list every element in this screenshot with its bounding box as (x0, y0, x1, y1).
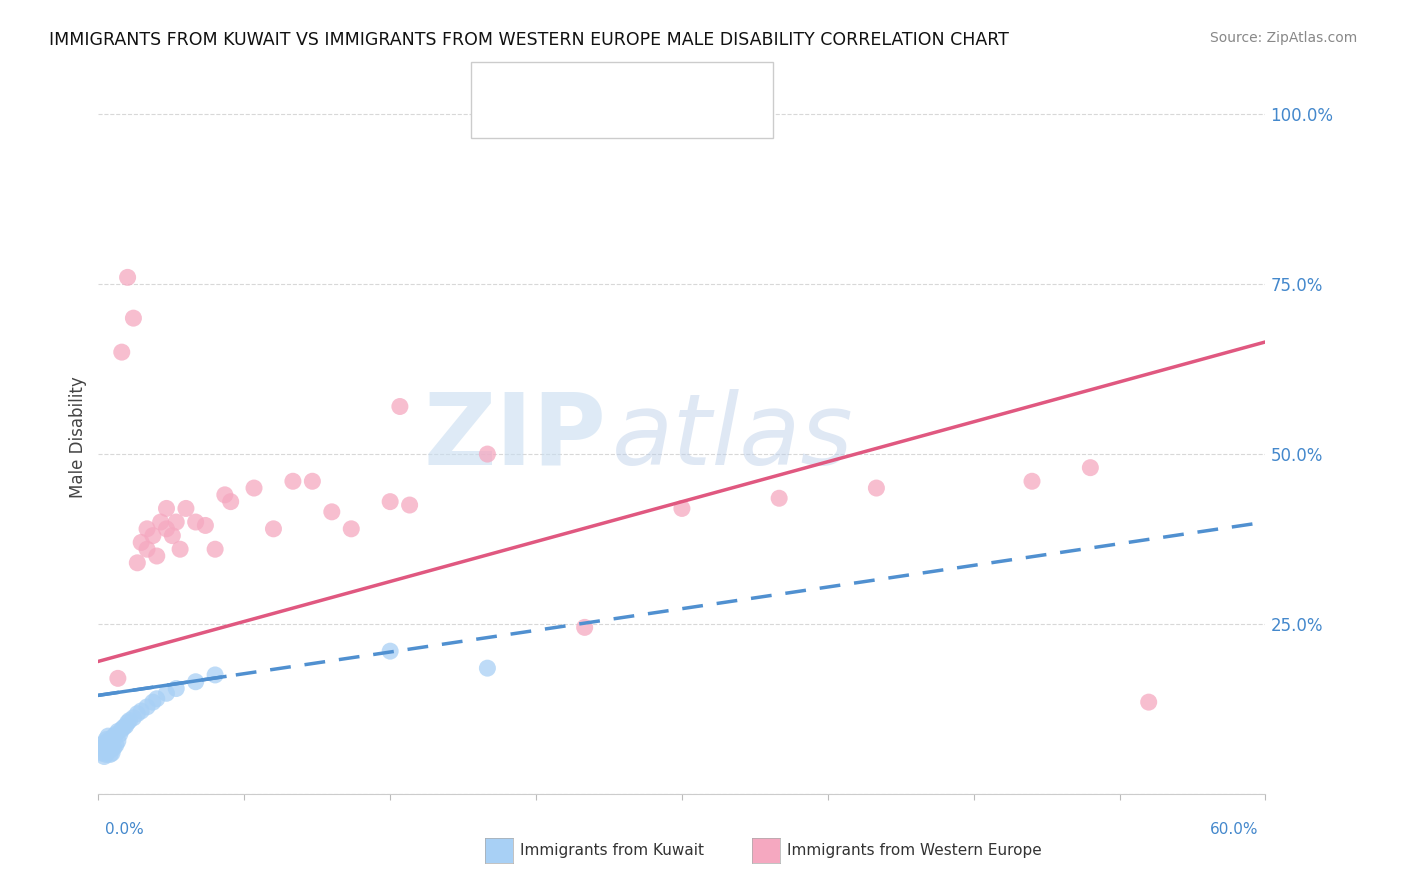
Point (101, 731, 124, 746)
Point (107, 671, 129, 685)
Point (98, 747, 121, 762)
Point (165, 515, 187, 529)
Point (149, 515, 172, 529)
Point (129, 535, 152, 549)
Point (340, 522, 363, 536)
Point (204, 668, 226, 682)
Point (155, 686, 177, 700)
Point (97, 729, 120, 743)
Point (136, 542, 159, 557)
Text: Source: ZipAtlas.com: Source: ZipAtlas.com (1209, 31, 1357, 45)
Point (146, 549, 169, 563)
Point (118, 714, 141, 728)
Point (1137, 695, 1160, 709)
Point (97, 738, 120, 752)
Text: R = 0.475   N = 39: R = 0.475 N = 39 (520, 107, 678, 125)
Point (111, 723, 134, 737)
Text: ZIP: ZIP (423, 389, 606, 485)
Point (165, 681, 187, 696)
Point (127, 556, 149, 570)
Point (262, 522, 284, 536)
Point (93, 749, 115, 764)
Point (122, 311, 145, 326)
Point (388, 400, 411, 414)
Point (477, 661, 499, 675)
Point (93, 736, 115, 750)
Point (96, 732, 118, 747)
Point (107, 734, 129, 748)
Text: R = 0.292   N = 42: R = 0.292 N = 42 (520, 73, 678, 91)
Point (91, 746, 114, 760)
Point (155, 501, 177, 516)
Point (146, 691, 169, 706)
Point (162, 528, 184, 542)
Point (129, 704, 152, 718)
Y-axis label: Male Disability: Male Disability (69, 376, 87, 498)
Point (671, 501, 693, 516)
Point (103, 740, 125, 755)
Point (91, 740, 114, 755)
Point (768, 491, 790, 506)
Point (184, 674, 207, 689)
Point (136, 522, 159, 536)
Point (142, 528, 165, 542)
Point (142, 695, 165, 709)
Text: atlas: atlas (612, 389, 853, 485)
Text: IMMIGRANTS FROM KUWAIT VS IMMIGRANTS FROM WESTERN EUROPE MALE DISABILITY CORRELA: IMMIGRANTS FROM KUWAIT VS IMMIGRANTS FRO… (49, 31, 1010, 49)
Point (96, 747, 118, 762)
Point (97, 734, 120, 748)
Text: 0.0%: 0.0% (105, 822, 145, 837)
Point (98, 736, 121, 750)
Point (321, 505, 343, 519)
Point (103, 729, 125, 743)
Point (204, 542, 226, 557)
Point (117, 270, 139, 285)
Point (281, 475, 304, 489)
Point (114, 719, 136, 733)
Point (477, 447, 499, 461)
Point (301, 475, 323, 489)
Point (865, 481, 887, 495)
Point (127, 706, 149, 721)
Point (380, 494, 402, 508)
Point (574, 620, 596, 634)
Point (174, 501, 197, 516)
Point (96, 742, 118, 756)
Point (111, 345, 134, 359)
Point (104, 738, 127, 752)
Point (122, 711, 145, 725)
Point (98, 742, 121, 756)
Text: Immigrants from Kuwait: Immigrants from Kuwait (520, 843, 704, 857)
Point (104, 727, 127, 741)
Point (117, 715, 139, 730)
Point (194, 518, 217, 533)
Point (169, 542, 191, 557)
Text: Immigrants from Western Europe: Immigrants from Western Europe (787, 843, 1042, 857)
Point (380, 644, 402, 658)
Point (101, 739, 124, 754)
Point (398, 498, 420, 512)
Point (219, 494, 242, 508)
Point (112, 720, 135, 734)
Point (136, 699, 159, 714)
Text: 60.0%: 60.0% (1211, 822, 1258, 837)
Point (108, 727, 131, 741)
Point (107, 724, 129, 739)
Point (1080, 460, 1102, 475)
Point (101, 746, 124, 760)
Point (155, 522, 177, 536)
Point (97, 745, 120, 759)
Point (214, 488, 236, 502)
Point (243, 481, 266, 495)
Point (184, 515, 207, 529)
Point (93, 739, 115, 754)
Point (1021, 475, 1043, 489)
